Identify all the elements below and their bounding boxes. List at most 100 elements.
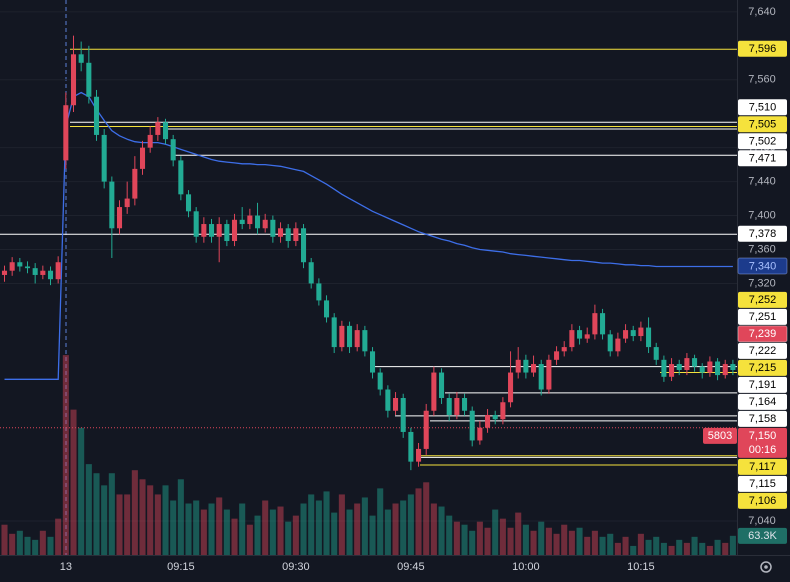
price-tag-label: 7,471 bbox=[749, 153, 777, 165]
candle-body bbox=[155, 122, 161, 135]
volume-bar bbox=[101, 485, 108, 555]
candle-body bbox=[308, 262, 314, 284]
x-tick-label: 10:00 bbox=[512, 561, 540, 573]
candle-body bbox=[239, 219, 245, 225]
candle-body bbox=[101, 134, 107, 182]
volume-bar bbox=[308, 494, 315, 555]
candle-body bbox=[254, 215, 261, 229]
volume-bar bbox=[407, 494, 414, 555]
candle-body bbox=[124, 198, 130, 208]
grid-layer bbox=[0, 11, 737, 522]
price-tag bbox=[738, 458, 787, 475]
candle-body bbox=[623, 330, 629, 339]
price-tag-label: 7,596 bbox=[749, 43, 777, 55]
volume-bar bbox=[668, 545, 675, 555]
candle-body bbox=[162, 122, 169, 140]
candle-body bbox=[477, 427, 483, 441]
volume-bar bbox=[292, 515, 299, 555]
ma-layer bbox=[4, 91, 733, 380]
candle-body bbox=[439, 372, 445, 399]
volume-bar bbox=[476, 521, 483, 555]
volume-bar bbox=[683, 542, 690, 555]
volume-bar bbox=[193, 500, 200, 555]
candle-body bbox=[47, 270, 54, 280]
candle-body bbox=[377, 372, 383, 390]
candle-body bbox=[116, 207, 123, 229]
price-tag bbox=[737, 325, 788, 343]
candle-body bbox=[231, 219, 238, 242]
volume-bar bbox=[116, 494, 123, 555]
price-tag bbox=[738, 133, 787, 150]
candle-body bbox=[462, 398, 468, 411]
volume-bar bbox=[400, 500, 407, 555]
volume-bar bbox=[637, 533, 644, 555]
candle-body bbox=[469, 410, 475, 441]
volume-bar bbox=[177, 479, 184, 555]
volume-bar bbox=[200, 509, 207, 555]
volume-bar bbox=[645, 539, 652, 555]
candle-body bbox=[454, 398, 460, 415]
candle-body bbox=[584, 334, 590, 339]
levels-layer bbox=[0, 48, 737, 466]
volume-bar bbox=[185, 503, 192, 555]
volume-bar bbox=[438, 506, 445, 555]
candle-body bbox=[646, 327, 652, 348]
candle-body bbox=[208, 224, 215, 237]
volume-bar bbox=[216, 497, 223, 555]
volume-bar bbox=[492, 509, 499, 555]
price-tag-label: 7,378 bbox=[749, 228, 777, 240]
settings-gear[interactable] bbox=[760, 561, 772, 573]
candle-body bbox=[669, 364, 675, 377]
volume-bar bbox=[384, 509, 391, 555]
symbol-tag-label: 5803 bbox=[708, 430, 732, 442]
volume-bar bbox=[285, 521, 292, 555]
candle-body bbox=[9, 262, 15, 271]
price-tag bbox=[738, 359, 787, 376]
candle-body bbox=[139, 147, 146, 169]
candle-body bbox=[692, 358, 698, 367]
volume-bar bbox=[162, 485, 169, 555]
volume-bar bbox=[47, 536, 54, 555]
price-tag-label: 7,158 bbox=[749, 413, 777, 425]
volume-bar bbox=[70, 409, 77, 555]
candle-body bbox=[699, 366, 705, 373]
candle-body bbox=[600, 313, 606, 335]
candle-body bbox=[109, 181, 115, 229]
candle-body bbox=[722, 364, 728, 376]
candle-body bbox=[638, 327, 644, 337]
candle-body bbox=[492, 414, 498, 420]
volume-bar bbox=[453, 521, 460, 555]
volume-bar bbox=[338, 494, 345, 555]
candle-body bbox=[416, 448, 422, 462]
volume-bar bbox=[331, 512, 338, 555]
candle-body bbox=[300, 228, 307, 263]
settings-gear-center[interactable] bbox=[764, 565, 768, 569]
tags-layer: 7,596 7,510 7,505 7,502 7,471 7,378 7,340 7,252… bbox=[703, 40, 788, 544]
price-tag bbox=[738, 492, 787, 509]
volume-bar bbox=[9, 533, 16, 555]
candle-body bbox=[676, 364, 682, 370]
volume-bar bbox=[354, 503, 361, 555]
candle-body bbox=[485, 414, 491, 428]
candle-body bbox=[531, 364, 537, 373]
candle-body bbox=[224, 224, 230, 242]
volume-bar bbox=[131, 470, 138, 555]
settings-icon[interactable] bbox=[760, 561, 772, 573]
candle-body bbox=[277, 228, 284, 237]
candle-body bbox=[132, 168, 138, 199]
price-tag-label: 7,510 bbox=[749, 102, 777, 114]
countdown-label: 00:16 bbox=[749, 444, 777, 456]
price-tag bbox=[738, 116, 787, 133]
candle-body bbox=[561, 347, 567, 352]
volume-layer bbox=[1, 355, 736, 555]
volume-bar bbox=[622, 536, 629, 555]
candle-body bbox=[63, 105, 69, 161]
volume-bar bbox=[32, 539, 39, 555]
price-tag-label: 7,251 bbox=[749, 311, 777, 323]
volume-bar bbox=[147, 485, 154, 555]
candle-body bbox=[615, 338, 621, 352]
volume-bar bbox=[676, 539, 683, 555]
